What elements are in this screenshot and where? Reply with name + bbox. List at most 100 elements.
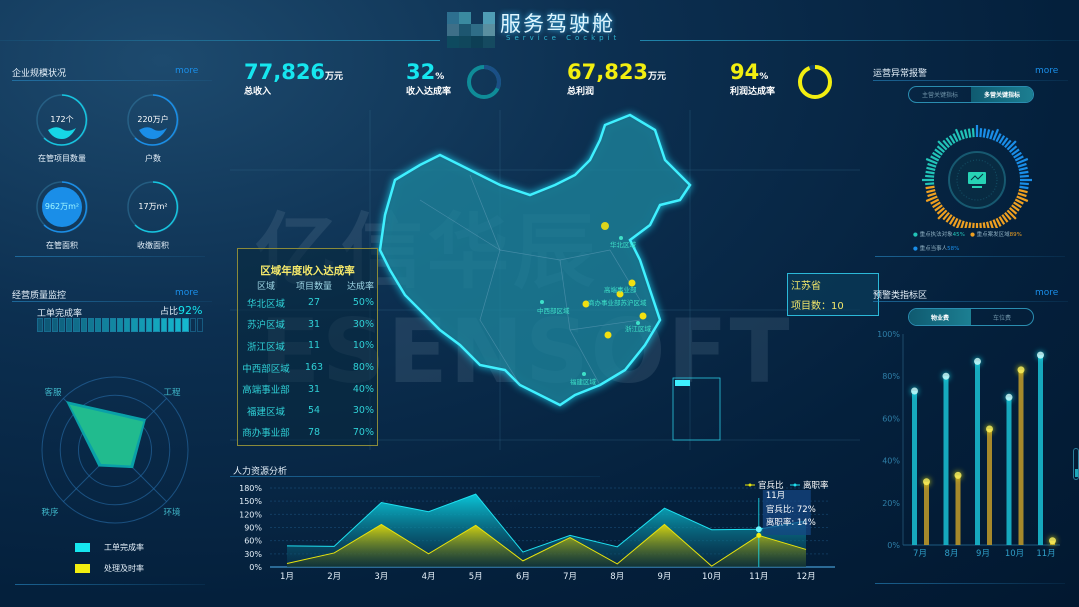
ring-tick (1001, 214, 1009, 223)
ring-tick (964, 221, 969, 228)
progress-segment (58, 318, 66, 332)
y-tick-label: 0% (887, 541, 900, 550)
divider (12, 301, 212, 302)
alarm-more-link[interactable]: more (1035, 66, 1059, 76)
ring-tick (948, 135, 956, 144)
ring-tick (934, 148, 943, 156)
monitor-stand (972, 186, 982, 188)
divider (873, 301, 1068, 302)
y-tick-label: 0% (249, 563, 262, 572)
table-row[interactable]: 福建区域 54 30% (238, 400, 377, 422)
y-tick-label: 120% (239, 510, 262, 519)
x-tick-label: 6月 (516, 572, 530, 582)
bar (943, 376, 949, 545)
progress-segment (131, 318, 138, 332)
table-row[interactable]: 中西部区域 163 80% (238, 357, 377, 379)
legend-value: 58% (947, 246, 960, 252)
kpi-value: 32 (406, 60, 436, 84)
table-row[interactable]: 高端事业部 31 40% (238, 378, 377, 400)
divider (15, 584, 205, 585)
y-tick-label: 40% (882, 457, 900, 466)
x-tick-label: 9月 (976, 549, 990, 559)
header-cell: 区域 (256, 281, 275, 292)
map-label[interactable]: 福建区域 (570, 378, 596, 386)
table-row[interactable]: 华北区域 27 50% (238, 292, 377, 314)
cell-region: 商办事业部 (242, 428, 290, 440)
logo-icon (447, 12, 495, 48)
tab-property-fee[interactable]: 物业费 (909, 309, 971, 325)
ring-tick (925, 170, 935, 175)
x-tick-label: 10月 (1005, 549, 1024, 559)
tab-main-kpi[interactable]: 主营关键指标 (921, 92, 958, 99)
ring-tick (1014, 155, 1024, 162)
table-row[interactable]: 商办事业部 78 70% (238, 422, 377, 444)
map-label[interactable]: 高端事业部 (604, 286, 637, 294)
radar-grid-ring (59, 394, 171, 506)
bar (924, 481, 929, 545)
cell-rate: 80% (352, 362, 374, 374)
scale-more-link[interactable]: more (175, 66, 199, 76)
progress-segment (189, 318, 196, 332)
ring-tick (989, 220, 994, 228)
progress-segment (87, 318, 95, 332)
tooltip-count-value: 10 (831, 301, 844, 312)
cell-rate: 50% (352, 297, 374, 309)
progress-segment (175, 318, 182, 332)
cell-rate: 30% (352, 318, 374, 330)
cell-region: 浙江区域 (246, 341, 285, 353)
progress-segment (109, 318, 116, 332)
page-title: 服务驾驶舱 (500, 12, 615, 36)
progress-segment (37, 318, 44, 332)
x-tick-label: 7月 (563, 572, 577, 582)
map-label[interactable]: 中西部区域 (537, 307, 570, 315)
ring-tick (1019, 182, 1029, 186)
ring-tick (1013, 151, 1022, 159)
header-line-right (640, 40, 1079, 41)
map-label[interactable]: 华北区域 (610, 241, 636, 249)
kpi-label: 总利润 (567, 87, 595, 97)
cell-rate: 10% (352, 340, 374, 352)
ring-tick (971, 128, 975, 138)
ring-tick (936, 207, 946, 215)
legend-label: 离职率 (803, 480, 829, 491)
progress-segment (153, 318, 160, 332)
kpi-label: 总收入 (244, 87, 272, 97)
work-order-progress-bar (37, 318, 204, 332)
bar-glow (1037, 351, 1044, 359)
ring-tick (979, 222, 982, 228)
quality-title: 经营质量监控 (12, 291, 67, 301)
y-tick-label: 30% (244, 550, 262, 559)
tab-multi-kpi[interactable]: 多营关键指标 (971, 87, 1033, 102)
tab-parking-fee[interactable]: 车位费 (992, 314, 1011, 322)
quality-more-link[interactable]: more (175, 288, 199, 298)
ring-tick (927, 162, 937, 168)
ring-tick (1019, 170, 1029, 175)
ring-tick (942, 139, 950, 149)
table-row[interactable]: 苏沪区域 31 30% (238, 314, 377, 336)
legend-label: 处理及时率 (104, 564, 144, 573)
legend-label: 重点当事人 (919, 246, 948, 252)
cell-count: 31 (307, 318, 321, 330)
progress-segment (182, 318, 189, 332)
ring-tick (1019, 185, 1029, 190)
map-points (540, 222, 647, 376)
x-tick-label: 11月 (749, 572, 768, 582)
gauge-label: 收缴面积 (137, 241, 169, 250)
warn-more-link[interactable]: more (1035, 288, 1059, 298)
map-label[interactable]: 浙江区域 (625, 325, 651, 333)
ring-tick (1013, 201, 1022, 209)
scrollbar[interactable] (1073, 448, 1079, 480)
radar-axis-label: 客服 (44, 387, 62, 398)
tooltip-box (762, 490, 811, 535)
donut-fill (798, 65, 832, 99)
table-row[interactable]: 浙江区域 11 10% (238, 335, 377, 357)
legend-dot (793, 483, 797, 487)
progress-segment (160, 318, 167, 332)
ring-tick (979, 128, 983, 138)
ring-tick (960, 220, 965, 228)
map-label[interactable]: 商办事业部苏沪区域 (588, 299, 647, 307)
ring-tick (934, 204, 943, 212)
ring-tick (925, 174, 935, 178)
